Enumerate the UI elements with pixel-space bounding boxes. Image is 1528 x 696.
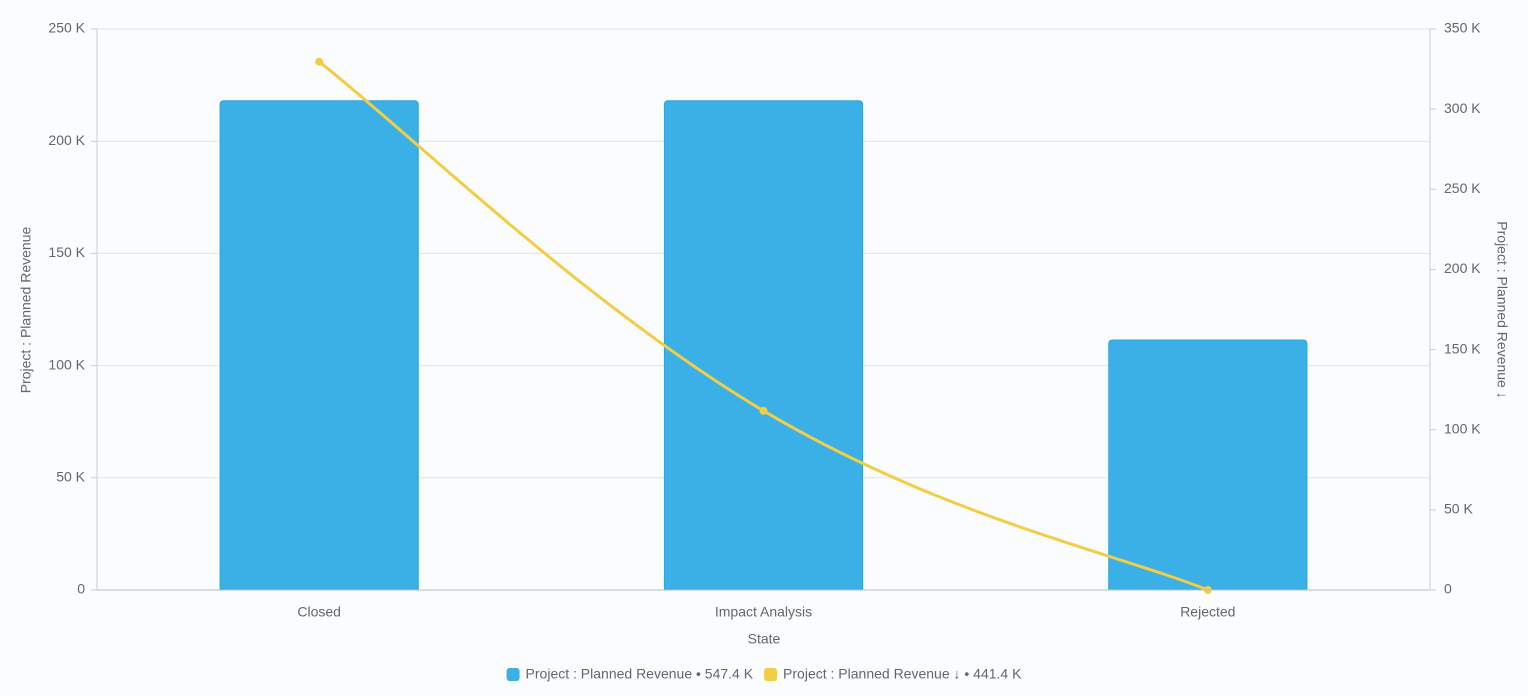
- y2-tick-label: 50 K: [1444, 501, 1473, 517]
- y2-tick-label: 150 K: [1444, 340, 1481, 356]
- y-tick-label: 250 K: [48, 20, 85, 36]
- y-tick-label: 200 K: [48, 132, 85, 148]
- legend-swatch: [506, 668, 520, 681]
- point: [759, 406, 768, 415]
- legend-label: Project : Planned Revenue • 547.4 K: [526, 666, 754, 682]
- x-tick-label: Closed: [297, 604, 341, 620]
- y2-tick-label: 250 K: [1444, 180, 1481, 196]
- y2-tick-label: 200 K: [1444, 260, 1481, 276]
- y-tick-label: 0: [77, 581, 85, 597]
- legend-swatch: [764, 668, 778, 681]
- x-tick-label: Rejected: [1180, 604, 1235, 620]
- y2-tick-label: 0: [1444, 581, 1452, 597]
- bar: [663, 100, 864, 591]
- x-tick-label: Impact Analysis: [715, 604, 812, 620]
- y2-tick-label: 300 K: [1444, 100, 1481, 116]
- point: [315, 57, 324, 66]
- bar: [1108, 339, 1308, 591]
- legend: Project : Planned Revenue • 547.4 K Proje…: [506, 666, 1022, 682]
- y2-tick-label: 100 K: [1444, 420, 1481, 436]
- legend-label: Project : Planned Revenue ↓ • 441.4 K: [783, 666, 1022, 682]
- y-tick-label: 50 K: [56, 469, 85, 485]
- bar: [219, 100, 419, 591]
- y2-axis-title: Project : Planned Revenue ↓: [1494, 221, 1510, 398]
- y-axis-title: Project : Planned Revenue: [18, 227, 34, 394]
- y-tick-label: 150 K: [48, 244, 85, 260]
- x-axis-title: State: [748, 631, 781, 647]
- y2-tick-label: 350 K: [1444, 20, 1481, 36]
- y-tick-label: 100 K: [48, 356, 85, 372]
